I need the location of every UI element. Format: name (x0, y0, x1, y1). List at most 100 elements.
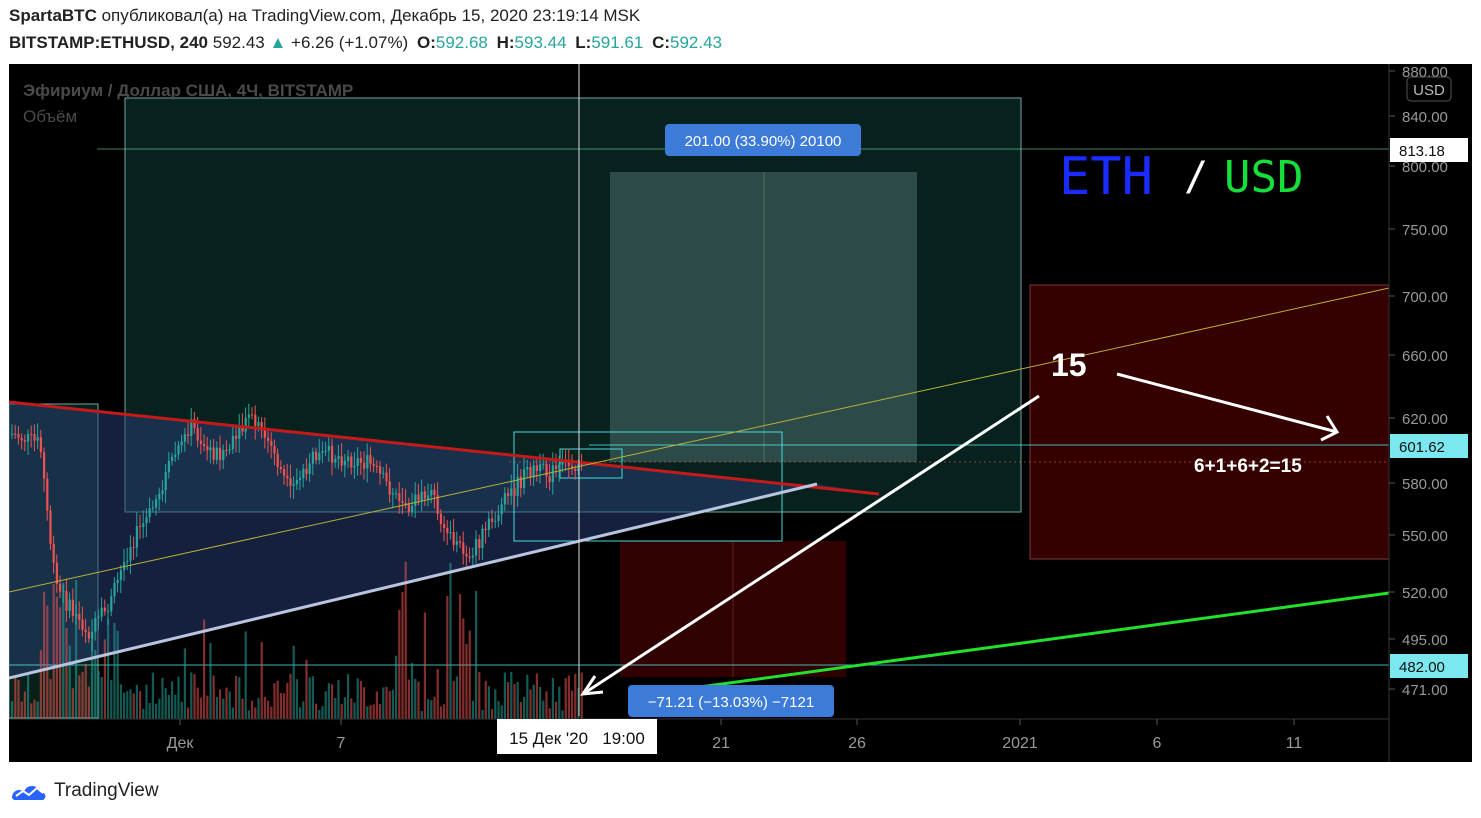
volume-bar (17, 679, 20, 719)
candle-body (199, 440, 202, 444)
candle-body (100, 607, 103, 617)
volume-bar (513, 684, 516, 719)
candle-body (375, 465, 378, 467)
volume-bar (190, 672, 193, 719)
candle-body (183, 434, 186, 442)
volume-bar (164, 688, 167, 719)
target-zone-right[interactable] (1029, 284, 1390, 560)
candle-body (126, 560, 129, 562)
candle-body (30, 433, 33, 435)
volume-bar (561, 710, 564, 719)
volume-bar (487, 686, 490, 719)
volume-bar (71, 688, 74, 719)
candle-body (311, 451, 314, 464)
candle-body (55, 562, 58, 584)
volume-bar (439, 706, 442, 719)
candle-body (289, 478, 292, 486)
candle-body (436, 494, 439, 514)
long-target-zone[interactable] (610, 172, 917, 462)
candle-body (190, 419, 193, 437)
price-tag-label: 601.62 (1399, 439, 1445, 456)
price-chart[interactable]: Эфириум / Доллар США, 4Ч, BITSTAMP Объём… (9, 64, 1472, 762)
price-tick-label: 800.00 (1402, 159, 1448, 176)
price-axis[interactable]: 880.00840.00800.00750.00700.00660.00620.… (1388, 64, 1472, 762)
volume-bar (174, 694, 177, 719)
volume-bar (423, 612, 426, 719)
volume-bar (382, 687, 385, 719)
symbol-label[interactable]: BITSTAMP:ETHUSD, 240 (9, 33, 208, 52)
candle-body (372, 463, 375, 466)
volume-bar (270, 706, 273, 719)
time-axis[interactable]: Дек 7 21 26 2021 6 11 15 Дек '20 19:00 (9, 718, 1389, 754)
candle-body (279, 467, 282, 470)
candle-body (260, 421, 263, 431)
green-trend-line[interactable] (684, 591, 1390, 691)
tradingview-logo-icon[interactable] (10, 780, 48, 802)
candle-body (292, 484, 295, 486)
candle-body (347, 456, 350, 461)
volume-bar (107, 618, 110, 719)
candle-body (196, 427, 199, 441)
thin-trend-line[interactable] (9, 287, 1390, 593)
volume-bar (580, 672, 583, 719)
candle-body (68, 599, 71, 611)
candle-body (539, 464, 542, 472)
candle-body (151, 507, 154, 509)
candle-body (62, 591, 65, 593)
candle-body (407, 504, 410, 512)
volume-bar (14, 675, 17, 719)
usd-label: USD (1224, 152, 1303, 203)
candle-body (110, 596, 113, 612)
candle-body (171, 456, 174, 461)
candle-body (308, 463, 311, 474)
short-stop-zone[interactable] (620, 541, 846, 677)
time-tick-label: 6 (1153, 735, 1162, 752)
candle-body (430, 489, 433, 496)
volume-bar (251, 700, 254, 719)
volume-bar (148, 702, 151, 719)
volume-bar (334, 697, 337, 719)
volume-bar (539, 686, 542, 719)
candle-body (20, 437, 23, 441)
volume-bar (340, 703, 343, 719)
candle-body (23, 440, 26, 442)
slash-label: / (1184, 154, 1208, 200)
candle-body (545, 463, 548, 477)
candle-body (251, 414, 254, 416)
volume-bar (206, 695, 209, 719)
resistance-line[interactable] (9, 400, 880, 496)
candle-body (516, 476, 519, 496)
candle-body (359, 458, 362, 463)
candle-body (443, 524, 446, 529)
candle-body (302, 468, 305, 479)
candle-body (180, 441, 183, 446)
volume-bar (225, 687, 228, 719)
volume-bar (366, 706, 369, 719)
volume-bar (353, 702, 356, 719)
long-position-label[interactable]: 201.00 (33.90%) 20100 (665, 124, 861, 156)
candle-body (203, 443, 206, 447)
arrow-right-icon[interactable] (1116, 372, 1340, 442)
arrow-down-icon[interactable] (579, 394, 1040, 696)
small-box[interactable] (559, 448, 623, 479)
volume-bar (215, 696, 218, 719)
candle-body (500, 504, 503, 515)
candle-body (513, 488, 516, 496)
volume-bar (510, 671, 513, 719)
support-line[interactable] (9, 482, 818, 680)
candle-body (212, 447, 215, 460)
volume-bar (379, 703, 382, 719)
author-name[interactable]: SpartaBTC (9, 6, 97, 25)
volume-bar (343, 697, 346, 719)
candle-body (567, 461, 570, 466)
candle-body (263, 430, 266, 438)
low-value: 591.61 (591, 33, 644, 52)
chart-area[interactable]: Эфириум / Доллар США, 4Ч, BITSTAMP Объём… (9, 64, 1472, 762)
short-position-label[interactable]: −71.21 (−13.03%) −7121 (628, 685, 834, 717)
price-tick-label: 660.00 (1402, 348, 1448, 365)
volume-bar (97, 670, 100, 719)
candle-body (257, 421, 260, 427)
candle-body (321, 450, 324, 454)
currency-button[interactable]: USD (1406, 76, 1452, 102)
tradingview-brand: TradingView (54, 780, 159, 801)
